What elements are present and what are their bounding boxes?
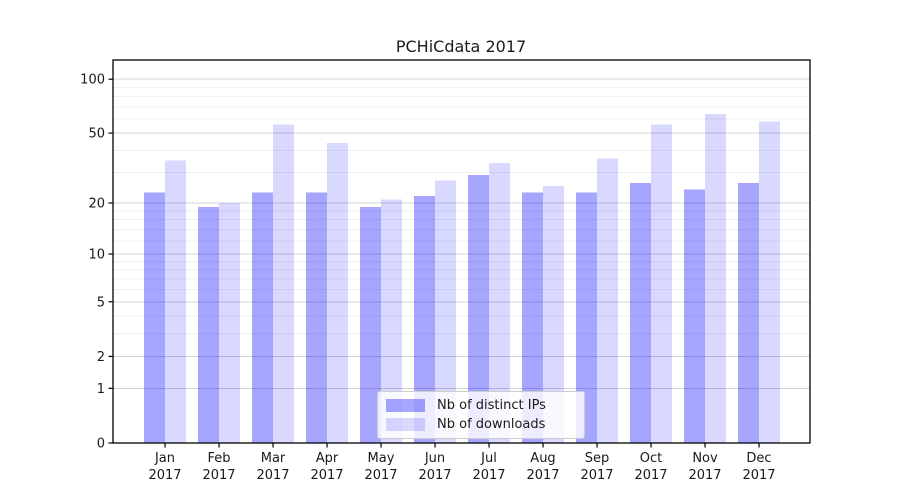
bar-distinct-ips-sep	[576, 192, 597, 443]
x-tick-label-year: 2017	[418, 468, 451, 483]
bar-distinct-ips-jul	[468, 174, 489, 443]
x-tick-label-month: Dec	[746, 451, 771, 466]
legend-item-distinct-ips: Nb of distinct IPs	[386, 398, 576, 413]
x-tick-label-month: Apr	[316, 451, 339, 466]
x-tick-label-year: 2017	[688, 468, 721, 483]
x-tick-label-year: 2017	[634, 468, 667, 483]
bar-downloads-mar	[273, 124, 294, 443]
x-tick-label-month: May	[368, 451, 395, 466]
x-tick-label-month: Jun	[424, 451, 445, 466]
bar-downloads-oct	[651, 124, 672, 443]
y-tick-label: 5	[97, 295, 105, 310]
legend-item-downloads: Nb of downloads	[386, 417, 576, 432]
bar-downloads-feb	[219, 203, 240, 443]
x-tick-label-year: 2017	[310, 468, 343, 483]
x-tick-label-month: Nov	[692, 451, 718, 466]
y-tick-label: 20	[88, 197, 105, 212]
x-tick-label-month: Feb	[207, 451, 230, 466]
legend: Nb of distinct IPs Nb of downloads	[377, 391, 585, 439]
bar-distinct-ips-jun	[414, 195, 435, 443]
bar-downloads-jan	[165, 160, 186, 443]
bar-downloads-jun	[435, 180, 456, 443]
axes: 0 1 2 5 10 20 50 100 Jan 2017 Feb 2017 Mar 2017 Apr 201…	[80, 59, 811, 483]
bar-downloads-apr	[327, 142, 348, 443]
x-tick-label-year: 2017	[742, 468, 775, 483]
legend-swatch-downloads	[386, 418, 425, 431]
bar-distinct-ips-apr	[306, 192, 327, 443]
bar-downloads-jul	[489, 162, 510, 443]
bar-downloads-nov	[705, 113, 726, 443]
y-tick-label: 2	[97, 350, 105, 365]
bar-distinct-ips-jan	[144, 192, 165, 443]
bar-downloads-may	[381, 199, 402, 443]
x-tick-label-year: 2017	[202, 468, 235, 483]
bars	[144, 113, 780, 444]
bar-distinct-ips-nov	[684, 189, 705, 443]
x-tick-label-year: 2017	[256, 468, 289, 483]
x-tick-label-year: 2017	[148, 468, 181, 483]
legend-swatch-distinct-ips	[386, 399, 425, 412]
bar-distinct-ips-oct	[630, 183, 651, 444]
y-tick-label: 10	[88, 247, 105, 262]
legend-label-distinct-ips: Nb of distinct IPs	[437, 398, 546, 413]
y-tick-label: 100	[80, 73, 105, 88]
y-tick-label: 0	[97, 437, 105, 452]
x-tick-label-month: Sep	[585, 451, 610, 466]
y-tick-label: 50	[88, 127, 105, 142]
x-tick-label-month: Jan	[154, 451, 175, 466]
bar-distinct-ips-may	[360, 206, 381, 443]
bar-downloads-dec	[759, 121, 780, 443]
x-tick-label-year: 2017	[364, 468, 397, 483]
x-tick-label-year: 2017	[526, 468, 559, 483]
x-tick-label-month: Mar	[261, 451, 286, 466]
x-tick-label-month: Aug	[530, 451, 555, 466]
x-tick-label-month: Jul	[480, 451, 497, 466]
x-tick-label-year: 2017	[472, 468, 505, 483]
bar-distinct-ips-mar	[252, 192, 273, 443]
x-tick-label-month: Oct	[640, 451, 662, 466]
bar-downloads-sep	[597, 158, 618, 443]
bar-distinct-ips-dec	[738, 183, 759, 444]
gridlines	[113, 78, 810, 389]
plot-frame	[112, 59, 811, 444]
chart-title: PCHiCdata 2017	[396, 37, 526, 56]
y-tick-label: 1	[97, 382, 105, 397]
bar-distinct-ips-aug	[522, 192, 543, 443]
x-tick-label-year: 2017	[580, 468, 613, 483]
bar-distinct-ips-feb	[198, 206, 219, 443]
bar-downloads-aug	[543, 186, 564, 443]
legend-label-downloads: Nb of downloads	[437, 417, 546, 432]
